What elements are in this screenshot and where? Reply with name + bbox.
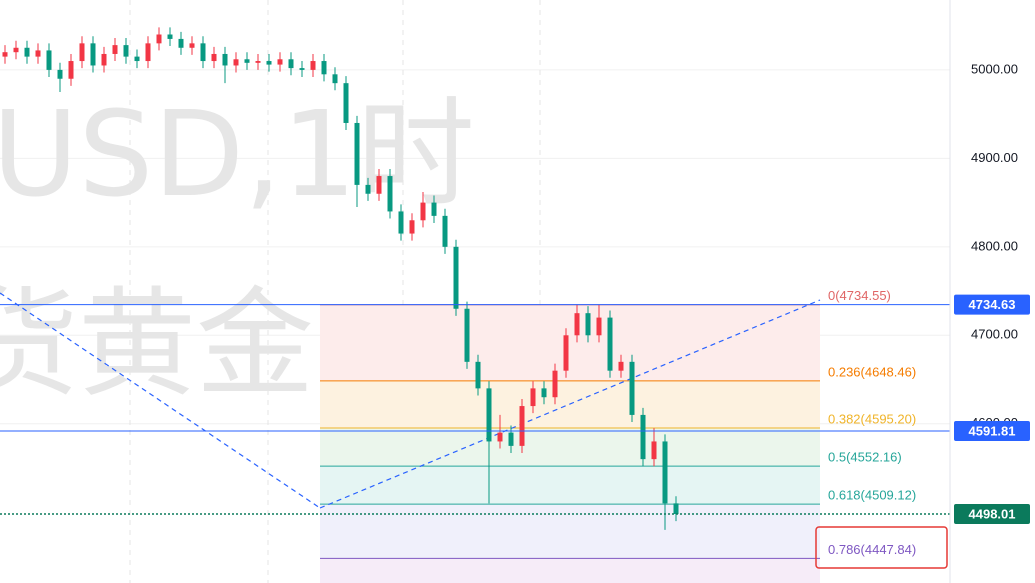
candle-body: [90, 43, 96, 66]
fib-zone: [320, 558, 820, 583]
candle-body: [101, 53, 107, 66]
watermark: 货黄金: [0, 275, 314, 413]
candle-body: [233, 59, 239, 66]
candle-body: [79, 43, 85, 62]
candle-body: [552, 370, 558, 398]
candle-body: [442, 215, 448, 247]
fib-zone: [320, 504, 820, 559]
candle-body: [596, 317, 602, 336]
candle-body: [167, 34, 173, 39]
candle-body: [200, 43, 206, 62]
candle-body: [574, 313, 580, 336]
candle-body: [288, 59, 294, 69]
candle-body: [662, 441, 668, 504]
price-tag: [954, 294, 1030, 315]
fib-label: 0.382(4595.20): [828, 411, 916, 426]
candle-body: [354, 122, 360, 185]
price-tag: [954, 503, 1030, 524]
candle-body: [57, 69, 63, 79]
candle-body: [277, 59, 283, 65]
candle-body: [222, 53, 228, 66]
candle-body: [244, 59, 250, 63]
candle-body: [486, 388, 492, 442]
candle-body: [497, 432, 503, 442]
trend-line: [319, 299, 821, 509]
watermark: USD,1时: [0, 85, 475, 223]
price-tag-label: 4591.81: [969, 423, 1016, 438]
candle-body: [156, 34, 162, 44]
price-axis-panel: [950, 0, 1035, 583]
candles: [2, 27, 679, 530]
candle-body: [35, 50, 41, 57]
price-lines: [0, 304, 950, 515]
candle-body: [112, 45, 118, 54]
candle-body: [13, 47, 19, 53]
candle-body: [189, 43, 195, 48]
y-tick-label: 4800.00: [971, 238, 1018, 253]
price-tag: [954, 421, 1030, 442]
candle-body: [563, 335, 569, 371]
fib-label: 0.236(4648.46): [828, 364, 916, 379]
candle-body: [453, 246, 459, 309]
fib-label: 0(4734.55): [828, 288, 891, 303]
price-tag-label: 4498.01: [969, 506, 1016, 521]
fib-zone: [320, 466, 820, 505]
candle-body: [178, 38, 184, 48]
candle-body: [134, 56, 140, 62]
candle-body: [398, 211, 404, 234]
price-tag-label: 4734.63: [969, 297, 1016, 312]
candle-body: [123, 45, 129, 57]
candle-body: [343, 83, 349, 123]
trend-lines: [0, 292, 821, 509]
candle-body: [607, 317, 613, 371]
candle-body: [420, 202, 426, 221]
candle-body: [475, 361, 481, 389]
fib-zone: [320, 304, 820, 381]
candle-body: [519, 406, 525, 446]
fib-label: 0.5(4552.16): [828, 450, 902, 465]
y-tick-label: 4900.00: [971, 150, 1018, 165]
candle-body: [585, 313, 591, 336]
candle-body: [321, 61, 327, 75]
candle-body: [618, 361, 624, 371]
candle-body: [673, 503, 679, 514]
candle-body: [266, 61, 272, 65]
candle-body: [211, 53, 217, 62]
candle-body: [376, 176, 382, 194]
vertical-grid: [129, 0, 541, 583]
highlight-box: [815, 526, 948, 569]
candle-body: [464, 308, 470, 362]
candle-body: [68, 61, 74, 79]
candle-body: [541, 388, 547, 398]
candle-body: [409, 220, 415, 234]
candle-body: [332, 74, 338, 84]
candle-body: [387, 176, 393, 212]
candle-body: [365, 184, 371, 194]
candle-body: [640, 414, 646, 460]
trend-line: [0, 292, 321, 509]
candle-body: [310, 61, 316, 70]
fib-zone: [320, 428, 820, 467]
y-tick-label: 4700.00: [971, 327, 1018, 342]
candle-body: [651, 441, 657, 460]
candle-body: [2, 52, 8, 57]
candle-body: [299, 68, 305, 70]
candle-body: [145, 43, 151, 62]
candle-body: [24, 47, 30, 57]
candle-body: [46, 50, 52, 70]
fib-retracement: 0(4734.55) 0.236(4648.46) 0.382(4595.20) 0.…: [320, 288, 916, 583]
candle-body: [431, 202, 437, 216]
candle-body: [530, 388, 536, 407]
candle-body: [508, 432, 514, 446]
price-tags: 4734.63 4591.81 4498.01: [954, 294, 1030, 524]
candle-body: [255, 61, 261, 63]
candle-body: [629, 361, 635, 415]
y-tick-label: 5000.00: [971, 61, 1018, 76]
fib-label: 0.786(4447.84): [828, 542, 916, 557]
fib-label: 0.618(4509.12): [828, 488, 916, 503]
